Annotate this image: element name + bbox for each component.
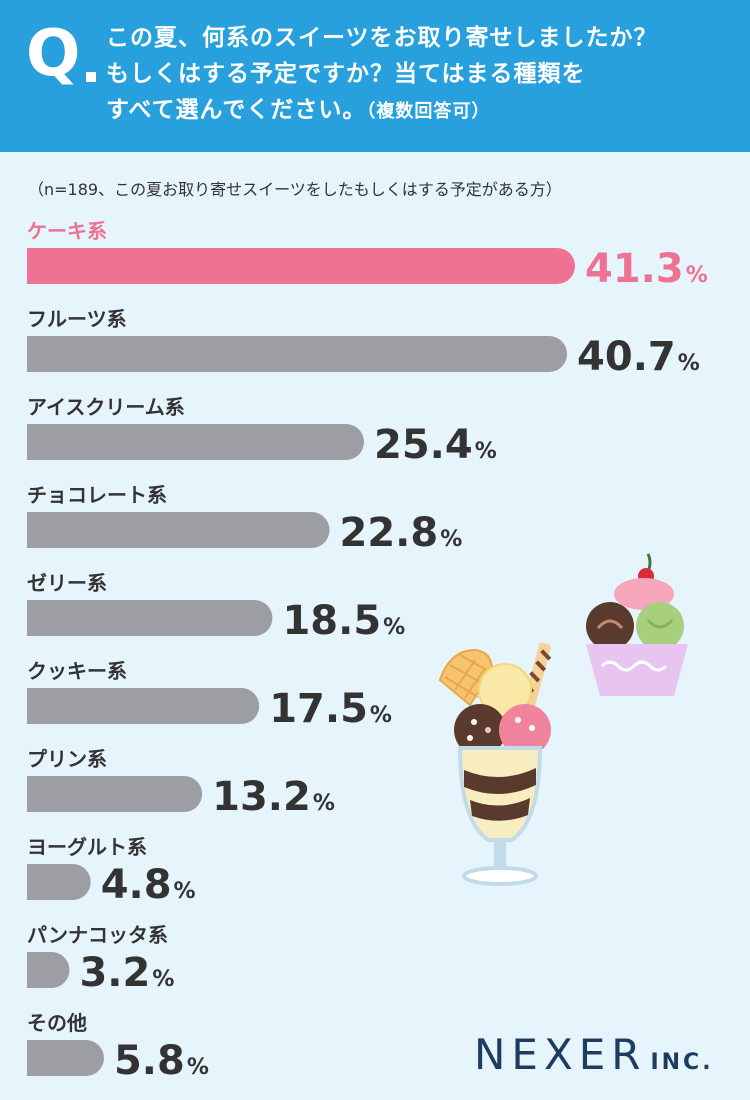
value-label: 25.4% — [374, 422, 497, 468]
value-label: 18.5% — [282, 598, 405, 644]
percent-unit: % — [152, 967, 174, 992]
percent-unit: % — [187, 1055, 209, 1080]
bar-left-edge — [27, 512, 45, 548]
category-label: チョコレート系 — [27, 483, 167, 507]
brand-suffix: INC. — [650, 1050, 714, 1075]
bar-left-edge — [27, 600, 45, 636]
bar — [27, 688, 260, 724]
percent-unit: % — [440, 527, 462, 552]
value-label: 22.8% — [340, 510, 463, 556]
category-label: ゼリー系 — [27, 571, 107, 595]
bar-left-edge — [27, 336, 45, 372]
value-label: 13.2% — [212, 774, 335, 820]
q-mark: Q — [26, 17, 81, 91]
percent-unit: % — [678, 351, 700, 376]
question-line-3: すべて選んでください。（複数回答可） — [106, 92, 736, 130]
value-label: 3.2% — [79, 950, 174, 996]
sundae-illustration — [586, 553, 688, 696]
parfait-glass-icon — [457, 746, 543, 886]
percent-unit: % — [313, 791, 335, 816]
bar — [27, 512, 330, 548]
percent-unit: % — [370, 703, 392, 728]
category-label: ケーキ系 — [27, 219, 107, 243]
sundae-cup-icon — [586, 644, 688, 696]
question-line-1: この夏、何系のスイーツをお取り寄せしましたか？ — [106, 25, 658, 51]
bar-left-edge — [27, 248, 45, 284]
chocolate-scoop-icon — [586, 602, 634, 650]
sample-note: （n=189、この夏お取り寄せスイーツをしたもしくはする予定がある方） — [28, 180, 562, 199]
bar-left-edge — [27, 776, 45, 812]
bar — [27, 248, 575, 284]
bar — [27, 424, 365, 460]
chocolate-scoop-icon — [454, 704, 506, 756]
bar-left-edge — [27, 424, 45, 460]
bar — [27, 600, 273, 636]
nexer-logo: NEXER INC. — [474, 1030, 714, 1079]
category-label: パンナコッタ系 — [27, 923, 168, 947]
bar — [27, 776, 203, 812]
bar — [27, 336, 568, 372]
category-label: クッキー系 — [27, 659, 127, 683]
question-line-2: もしくはする予定ですか？当てはまる種類を — [106, 61, 586, 87]
bar-left-edge — [27, 1040, 45, 1076]
percent-unit: % — [475, 439, 497, 464]
strawberry-scoop-icon — [499, 704, 551, 756]
category-label: アイスクリーム系 — [27, 395, 185, 419]
bar-left-edge — [27, 688, 45, 724]
value-label: 40.7% — [577, 334, 700, 380]
category-label: フルーツ系 — [27, 307, 127, 331]
question-line-3-main: すべて選んでください。 — [106, 97, 367, 123]
category-label: プリン系 — [27, 747, 107, 771]
bar-left-edge — [27, 864, 45, 900]
parfait-illustration — [438, 642, 552, 886]
category-label: その他 — [27, 1011, 87, 1035]
strawberry-scoop-icon — [614, 578, 674, 610]
value-label: 17.5% — [269, 686, 392, 732]
category-label: ヨーグルト系 — [27, 835, 147, 859]
value-label: 5.8% — [114, 1038, 209, 1084]
percent-unit: % — [686, 263, 708, 288]
value-label: 41.3% — [585, 246, 708, 292]
question-header: Q この夏、何系のスイーツをお取り寄せしましたか？ もしくはする予定ですか？当て… — [0, 0, 750, 152]
percent-unit: % — [383, 615, 405, 640]
bar — [27, 1040, 104, 1076]
multiple-answers-note: （複数回答可） — [366, 101, 491, 122]
value-label: 4.8% — [101, 862, 196, 908]
q-dot — [86, 72, 96, 82]
bar-left-edge — [27, 952, 45, 988]
percent-unit: % — [174, 879, 196, 904]
brand-name: NEXER — [474, 1030, 647, 1079]
question-text: この夏、何系のスイーツをお取り寄せしましたか？ もしくはする予定ですか？当てはま… — [106, 20, 736, 130]
